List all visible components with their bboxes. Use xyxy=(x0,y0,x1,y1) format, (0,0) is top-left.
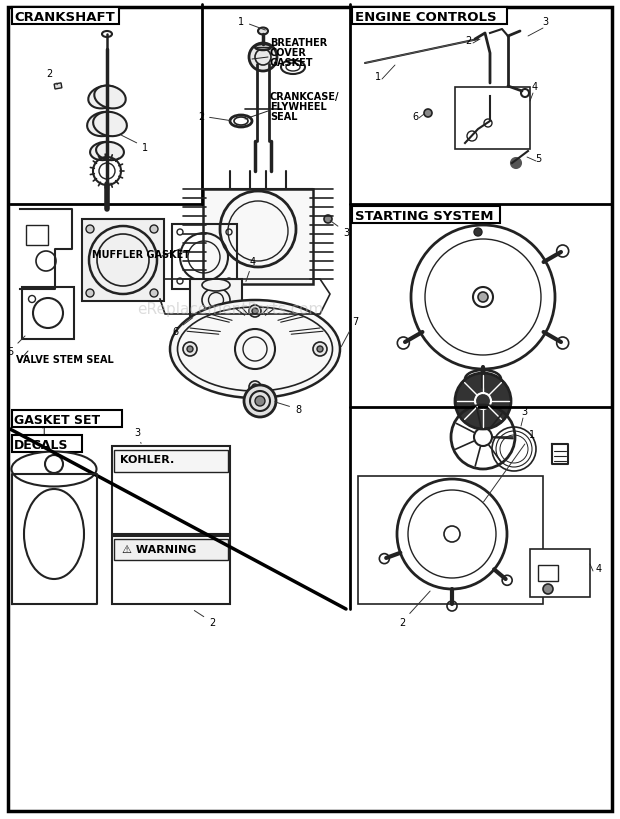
Ellipse shape xyxy=(258,29,268,35)
Bar xyxy=(12,8,119,25)
Bar xyxy=(54,84,62,90)
Text: GASKET: GASKET xyxy=(270,58,314,68)
Circle shape xyxy=(150,290,158,297)
Circle shape xyxy=(474,229,482,237)
Text: 3: 3 xyxy=(330,221,349,238)
Text: 1: 1 xyxy=(238,17,265,31)
Ellipse shape xyxy=(88,87,120,109)
Text: ⚠ WARNING: ⚠ WARNING xyxy=(122,545,197,554)
Text: BREATHER: BREATHER xyxy=(270,38,327,48)
Ellipse shape xyxy=(87,113,121,137)
Ellipse shape xyxy=(93,113,127,137)
Text: FLYWHEEL: FLYWHEEL xyxy=(270,102,327,112)
Circle shape xyxy=(478,292,488,303)
Bar xyxy=(82,219,164,301)
Text: 2: 2 xyxy=(46,69,58,86)
Text: MUFFLER GASKET: MUFFLER GASKET xyxy=(92,250,190,260)
Circle shape xyxy=(455,373,511,429)
Bar xyxy=(172,224,237,290)
Text: 5: 5 xyxy=(7,337,25,356)
Circle shape xyxy=(183,342,197,356)
Circle shape xyxy=(424,110,432,118)
Circle shape xyxy=(86,226,94,233)
Circle shape xyxy=(252,309,258,314)
Text: 6: 6 xyxy=(172,319,193,337)
Ellipse shape xyxy=(96,143,124,161)
Text: DECALS: DECALS xyxy=(14,438,68,451)
Circle shape xyxy=(252,385,258,391)
Circle shape xyxy=(249,305,261,318)
Text: eReplacementParts.com: eReplacementParts.com xyxy=(137,302,323,317)
Ellipse shape xyxy=(202,279,230,292)
Text: 3: 3 xyxy=(134,428,141,444)
Text: 2: 2 xyxy=(194,611,215,627)
Bar xyxy=(530,550,590,597)
Text: KOHLER.: KOHLER. xyxy=(120,455,174,464)
Text: COVER: COVER xyxy=(270,48,307,58)
Text: 4: 4 xyxy=(532,82,538,92)
Bar xyxy=(26,226,48,246)
Text: 2: 2 xyxy=(465,36,471,46)
Bar xyxy=(455,88,530,150)
Bar xyxy=(352,206,500,224)
Text: 4: 4 xyxy=(596,563,602,573)
Bar xyxy=(352,8,507,25)
Text: 3: 3 xyxy=(542,17,548,27)
Circle shape xyxy=(86,290,94,297)
Circle shape xyxy=(249,44,277,72)
Bar xyxy=(358,477,543,604)
Text: GASKET SET: GASKET SET xyxy=(14,414,100,427)
Circle shape xyxy=(244,386,276,418)
Ellipse shape xyxy=(170,301,340,399)
Circle shape xyxy=(187,346,193,352)
Circle shape xyxy=(543,584,553,595)
Text: 1: 1 xyxy=(122,136,148,153)
Bar xyxy=(112,536,230,604)
Text: 7: 7 xyxy=(342,317,358,347)
Circle shape xyxy=(511,159,521,169)
Ellipse shape xyxy=(255,45,271,51)
Circle shape xyxy=(249,382,261,393)
Text: 2: 2 xyxy=(198,112,230,122)
Ellipse shape xyxy=(94,87,126,109)
Text: SEAL: SEAL xyxy=(270,112,298,122)
Text: 1: 1 xyxy=(38,427,47,442)
Circle shape xyxy=(324,215,332,224)
Bar xyxy=(190,279,242,322)
Bar xyxy=(12,410,122,428)
Bar xyxy=(22,287,74,340)
Text: 3: 3 xyxy=(521,406,527,417)
Text: CRANKCASE/: CRANKCASE/ xyxy=(270,92,340,102)
Circle shape xyxy=(150,226,158,233)
Bar xyxy=(114,450,228,473)
Text: 4: 4 xyxy=(246,256,256,282)
Text: CRANKSHAFT: CRANKSHAFT xyxy=(14,11,115,24)
Bar xyxy=(114,540,228,560)
Text: 1: 1 xyxy=(484,429,535,502)
Text: VALVE STEM SEAL: VALVE STEM SEAL xyxy=(16,355,113,364)
Ellipse shape xyxy=(12,452,97,487)
Text: 5: 5 xyxy=(535,154,541,164)
Text: ENGINE CONTROLS: ENGINE CONTROLS xyxy=(355,11,497,24)
Text: 6: 6 xyxy=(412,112,418,122)
Text: 1: 1 xyxy=(375,72,381,82)
Circle shape xyxy=(475,393,491,410)
Ellipse shape xyxy=(90,143,118,161)
Text: STARTING SYSTEM: STARTING SYSTEM xyxy=(355,210,494,223)
Bar xyxy=(203,190,313,285)
Bar xyxy=(538,565,558,581)
Circle shape xyxy=(317,346,323,352)
Bar xyxy=(112,446,230,534)
Bar xyxy=(12,436,82,452)
Circle shape xyxy=(313,342,327,356)
Text: 2: 2 xyxy=(399,591,430,627)
Circle shape xyxy=(255,396,265,406)
Text: 8: 8 xyxy=(275,402,301,414)
Ellipse shape xyxy=(465,370,501,388)
